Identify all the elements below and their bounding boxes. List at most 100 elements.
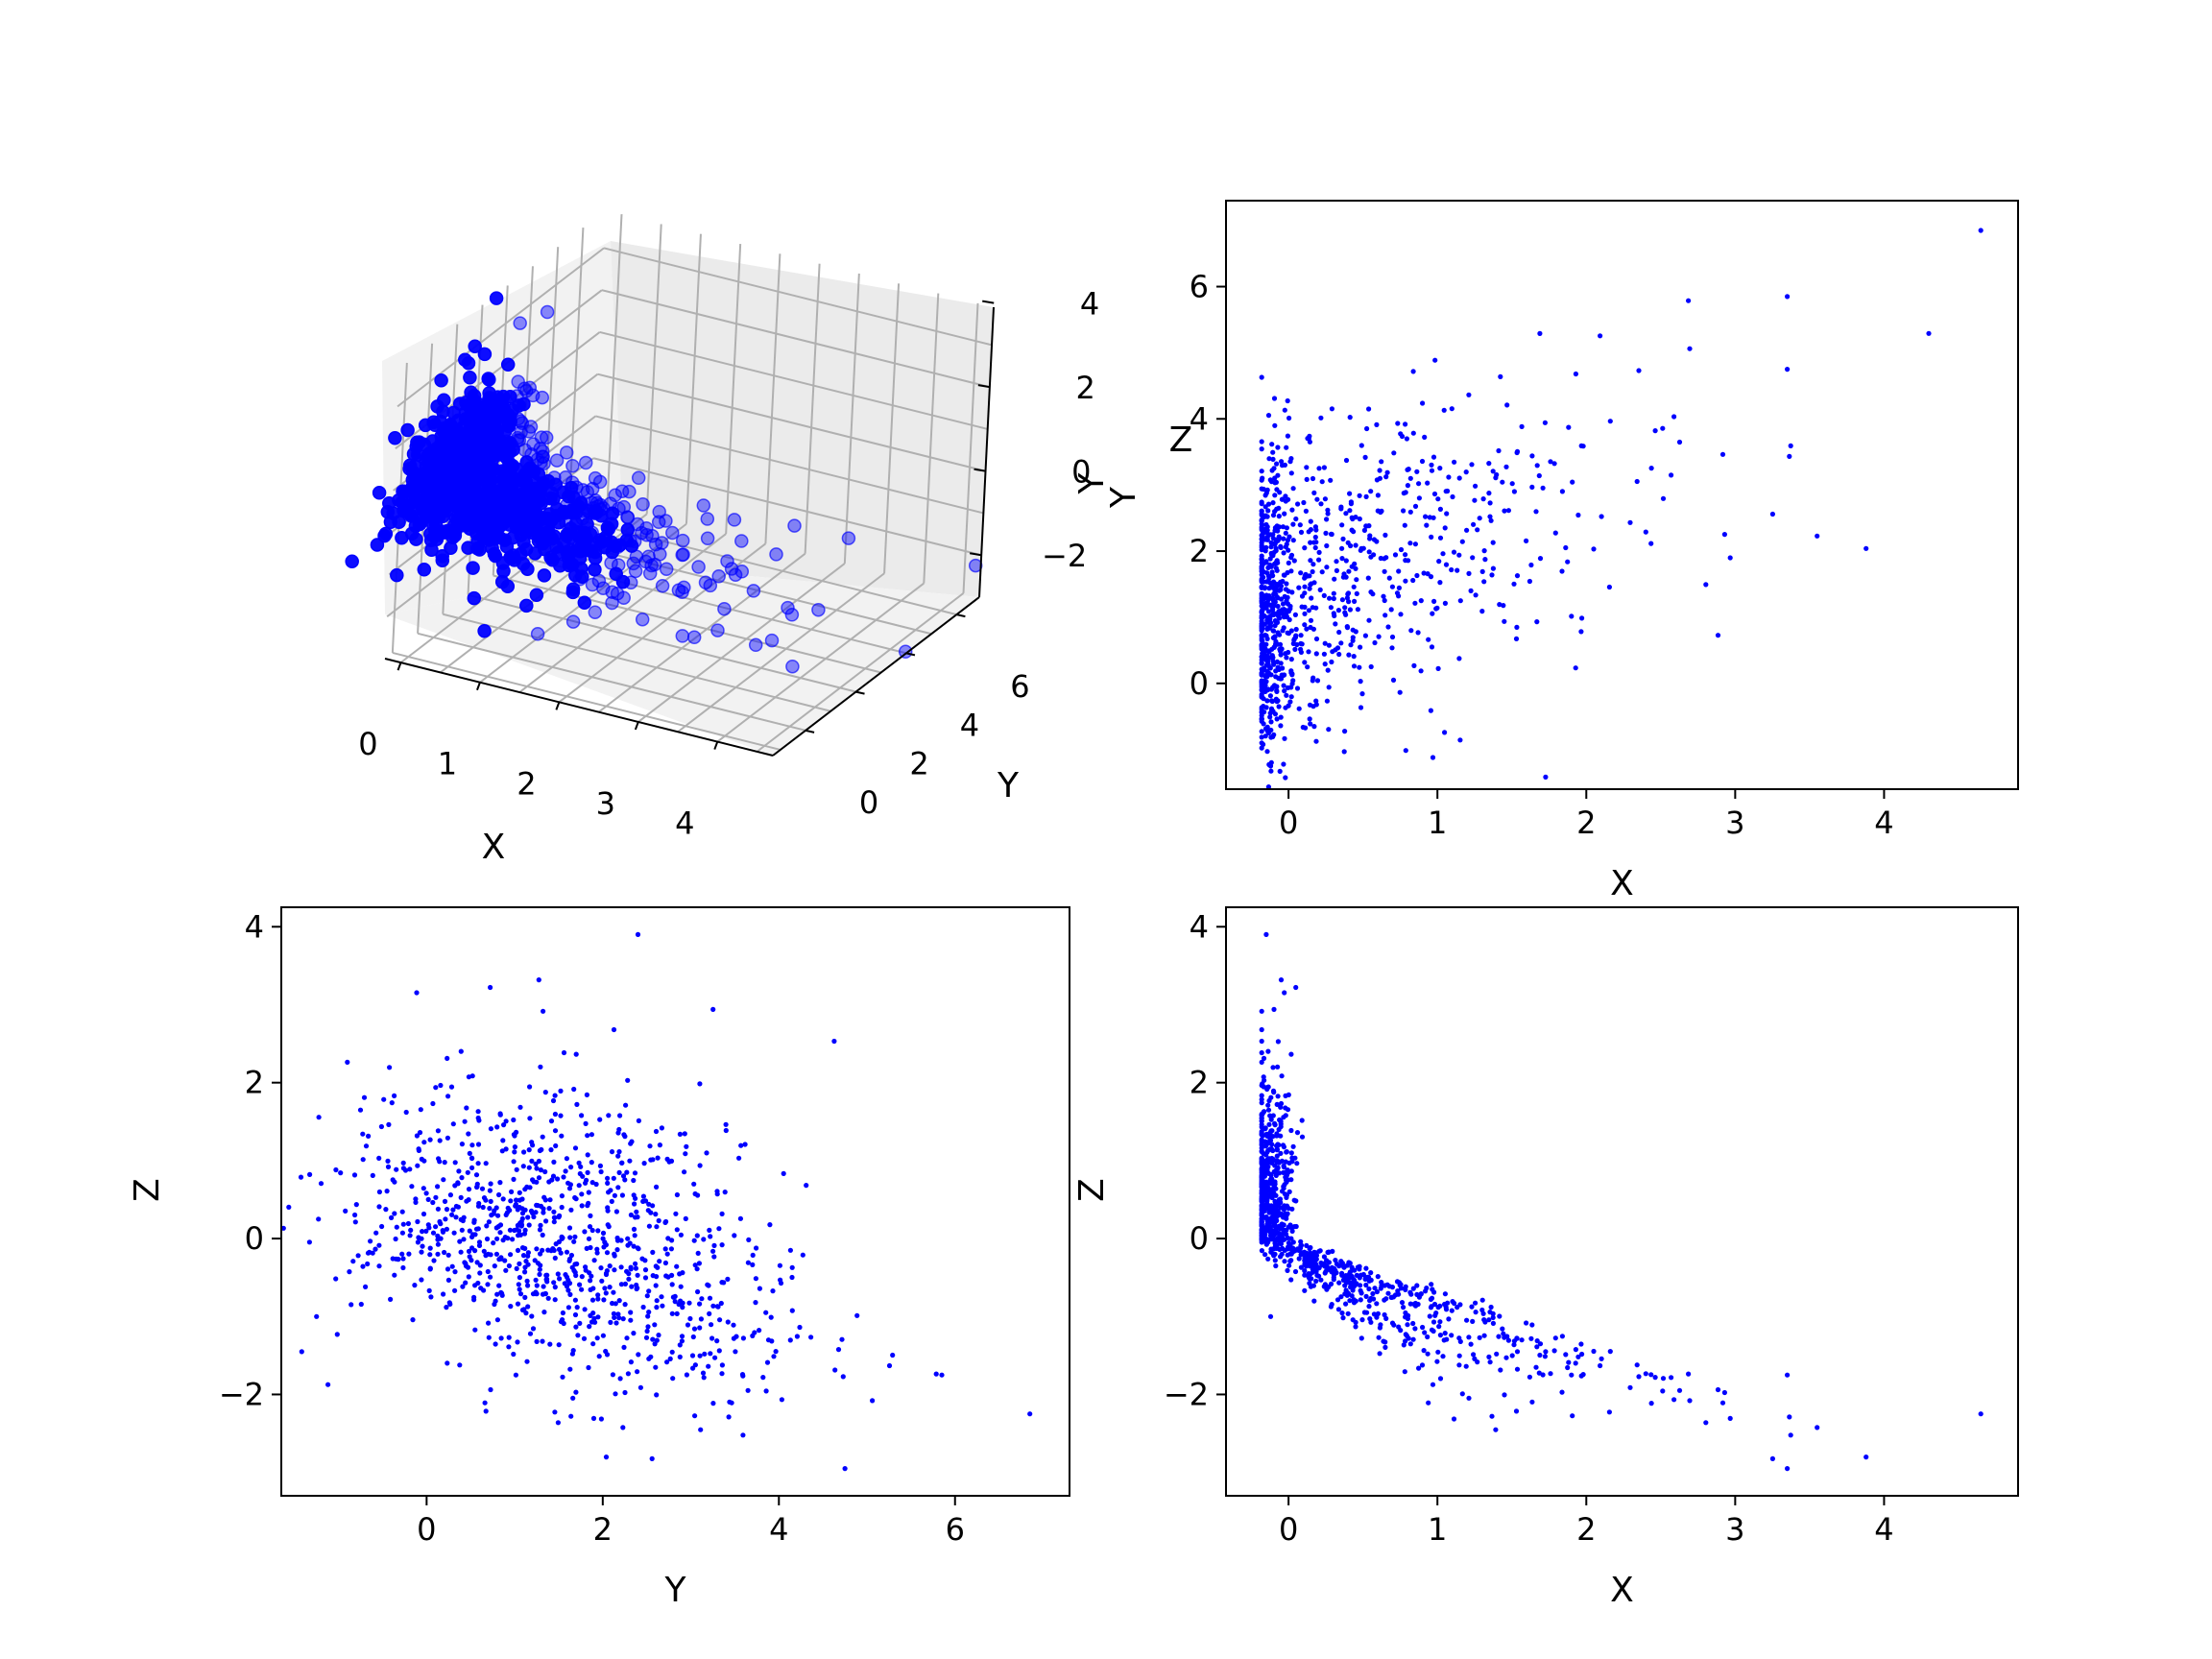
data-point-3d (785, 659, 800, 674)
data-point (1259, 686, 1264, 692)
data-point (389, 1100, 395, 1106)
data-point (1686, 298, 1692, 303)
data-point (488, 1198, 493, 1204)
y-tick-label-3d: 4 (960, 707, 979, 743)
data-point (581, 1335, 588, 1341)
data-point (1272, 1258, 1278, 1263)
data-point (1306, 436, 1311, 442)
data-point (1396, 585, 1402, 591)
data-point (1283, 1159, 1288, 1165)
data-point (583, 1180, 589, 1186)
data-point (1308, 1252, 1314, 1258)
data-point (551, 1219, 557, 1225)
data-point (1259, 718, 1264, 724)
data-point (392, 1272, 397, 1278)
data-point (1267, 580, 1273, 586)
data-point (695, 1288, 701, 1295)
data-point (1328, 605, 1334, 611)
data-point (1259, 1219, 1264, 1225)
data-point (1424, 1286, 1430, 1291)
z-tick-3d (977, 384, 991, 389)
data-point (522, 1187, 528, 1192)
data-point (522, 1207, 528, 1213)
data-point (427, 1137, 433, 1142)
y-tick-label: 0 (1190, 1220, 1209, 1257)
data-point (656, 1333, 661, 1338)
data-point (1329, 531, 1334, 538)
data-point (426, 1287, 432, 1293)
data-point (933, 1371, 939, 1377)
data-point (1540, 485, 1546, 491)
data-point (1419, 1362, 1426, 1368)
axes-frame-xz (1225, 906, 2019, 1497)
data-point (1406, 558, 1411, 564)
grid-line (568, 517, 957, 616)
data-point (1660, 1376, 1667, 1382)
data-point (603, 1270, 610, 1276)
data-point (420, 1243, 425, 1249)
data-point-3d (623, 575, 638, 590)
data-point (1302, 545, 1308, 551)
y-tick-label: 4 (245, 908, 264, 945)
data-point (605, 1208, 611, 1214)
x-tick-label-3d: 3 (596, 785, 615, 822)
data-point (365, 1261, 371, 1267)
data-point (473, 1172, 480, 1178)
data-point (1323, 530, 1329, 537)
data-point (636, 1352, 641, 1358)
data-point (587, 1324, 592, 1330)
data-point (1643, 1371, 1648, 1377)
data-point-3d (588, 563, 602, 577)
data-point (631, 1177, 637, 1184)
data-point (349, 1302, 354, 1308)
data-point (565, 1287, 571, 1293)
data-point (642, 1198, 649, 1204)
data-point (1336, 1263, 1342, 1269)
data-point (1296, 1256, 1302, 1262)
data-point (1324, 698, 1330, 704)
data-point (1259, 1184, 1264, 1190)
data-point (757, 1328, 762, 1334)
data-point (1676, 439, 1683, 445)
y-tick-label: 6 (1190, 269, 1209, 305)
data-point (552, 1128, 559, 1134)
data-point (1398, 1286, 1405, 1291)
data-point (939, 1372, 945, 1378)
data-point (512, 1144, 518, 1150)
data-point (1457, 598, 1463, 604)
data-point (1514, 448, 1521, 454)
data-point (1328, 477, 1334, 483)
data-point (1486, 490, 1492, 496)
data-point (525, 1304, 531, 1310)
data-point (520, 1164, 526, 1169)
data-point (1259, 621, 1264, 627)
data-point (437, 1138, 443, 1143)
data-point (527, 1331, 534, 1336)
data-point (540, 1134, 545, 1140)
data-point (648, 1210, 654, 1215)
data-point (1334, 567, 1339, 574)
data-point (1302, 590, 1308, 596)
data-point (1354, 590, 1359, 597)
data-point (1376, 1334, 1382, 1340)
x-axis-label-xz: X (1610, 1571, 1634, 1610)
data-point (573, 1324, 579, 1330)
data-point (1457, 737, 1463, 743)
data-point (449, 1263, 455, 1269)
data-point (1383, 474, 1389, 480)
data-point (1490, 1320, 1496, 1326)
data-point (1291, 637, 1297, 642)
data-point (1606, 1409, 1612, 1415)
data-point (1318, 501, 1324, 507)
data-point (640, 1193, 647, 1199)
data-point (459, 1227, 465, 1233)
data-point (1290, 538, 1296, 543)
data-point (1278, 1123, 1284, 1130)
data-point (1311, 580, 1317, 586)
data-point-3d (665, 525, 680, 541)
data-point (559, 1236, 565, 1241)
data-point (1259, 645, 1264, 651)
data-point (725, 1319, 731, 1325)
data-point (1344, 595, 1350, 601)
y-axis-label-xz: Z (1072, 1178, 1112, 1202)
